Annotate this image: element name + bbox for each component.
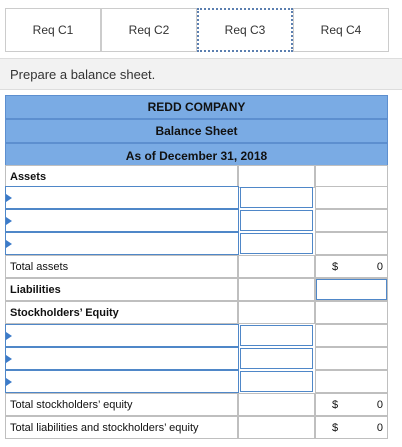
text-input[interactable] bbox=[5, 209, 239, 232]
header-title: Balance Sheet bbox=[5, 119, 388, 143]
amount-input[interactable] bbox=[240, 325, 313, 346]
cell bbox=[315, 324, 388, 347]
cell bbox=[238, 278, 315, 301]
text-input[interactable] bbox=[5, 370, 239, 393]
row-label: Total stockholders’ equity bbox=[5, 393, 238, 416]
value: 0 bbox=[376, 421, 383, 434]
header-company: REDD COMPANY bbox=[5, 95, 388, 119]
cell bbox=[315, 209, 388, 232]
cell bbox=[315, 347, 388, 370]
text-input[interactable] bbox=[5, 324, 239, 347]
value: 0 bbox=[376, 398, 383, 411]
row-label: Liabilities bbox=[5, 278, 238, 301]
amount-input[interactable] bbox=[240, 187, 313, 208]
amount-input[interactable] bbox=[240, 233, 313, 254]
cell bbox=[238, 165, 315, 188]
amount-input[interactable] bbox=[316, 279, 387, 300]
cell bbox=[238, 255, 315, 278]
currency: $ bbox=[332, 421, 339, 434]
tab[interactable]: Req C1 bbox=[5, 8, 101, 52]
text-input[interactable] bbox=[5, 347, 239, 370]
cell bbox=[315, 186, 388, 209]
row-label: Assets bbox=[5, 165, 238, 188]
text-input[interactable] bbox=[5, 186, 239, 209]
cell bbox=[238, 393, 315, 416]
tab[interactable]: Req C2 bbox=[101, 8, 197, 52]
currency: $ bbox=[332, 260, 339, 273]
cell bbox=[315, 301, 388, 324]
row-label: Total liabilities and stockholders’ equi… bbox=[5, 416, 238, 439]
cell: $0 bbox=[315, 255, 388, 278]
instruction: Prepare a balance sheet. bbox=[0, 58, 402, 90]
cell bbox=[315, 370, 388, 393]
amount-input[interactable] bbox=[240, 348, 313, 369]
dropdown-arrow bbox=[6, 193, 12, 202]
tab[interactable]: Req C3 bbox=[197, 8, 293, 52]
dropdown-arrow bbox=[6, 216, 12, 225]
dropdown-arrow bbox=[6, 354, 12, 363]
currency: $ bbox=[332, 398, 339, 411]
dropdown-arrow bbox=[6, 239, 12, 248]
dropdown-arrow bbox=[6, 377, 12, 386]
row-label: Stockholders’ Equity bbox=[5, 301, 238, 324]
text-input[interactable] bbox=[5, 232, 239, 255]
cell bbox=[315, 165, 388, 188]
tab[interactable]: Req C4 bbox=[293, 8, 389, 52]
amount-input[interactable] bbox=[240, 210, 313, 231]
cell: $0 bbox=[315, 393, 388, 416]
row-label: Total assets bbox=[5, 255, 238, 278]
cell: $0 bbox=[315, 416, 388, 439]
cell bbox=[238, 416, 315, 439]
cell bbox=[315, 232, 388, 255]
value: 0 bbox=[376, 260, 383, 273]
dropdown-arrow bbox=[6, 331, 12, 340]
amount-input[interactable] bbox=[240, 371, 313, 392]
cell bbox=[238, 301, 315, 324]
